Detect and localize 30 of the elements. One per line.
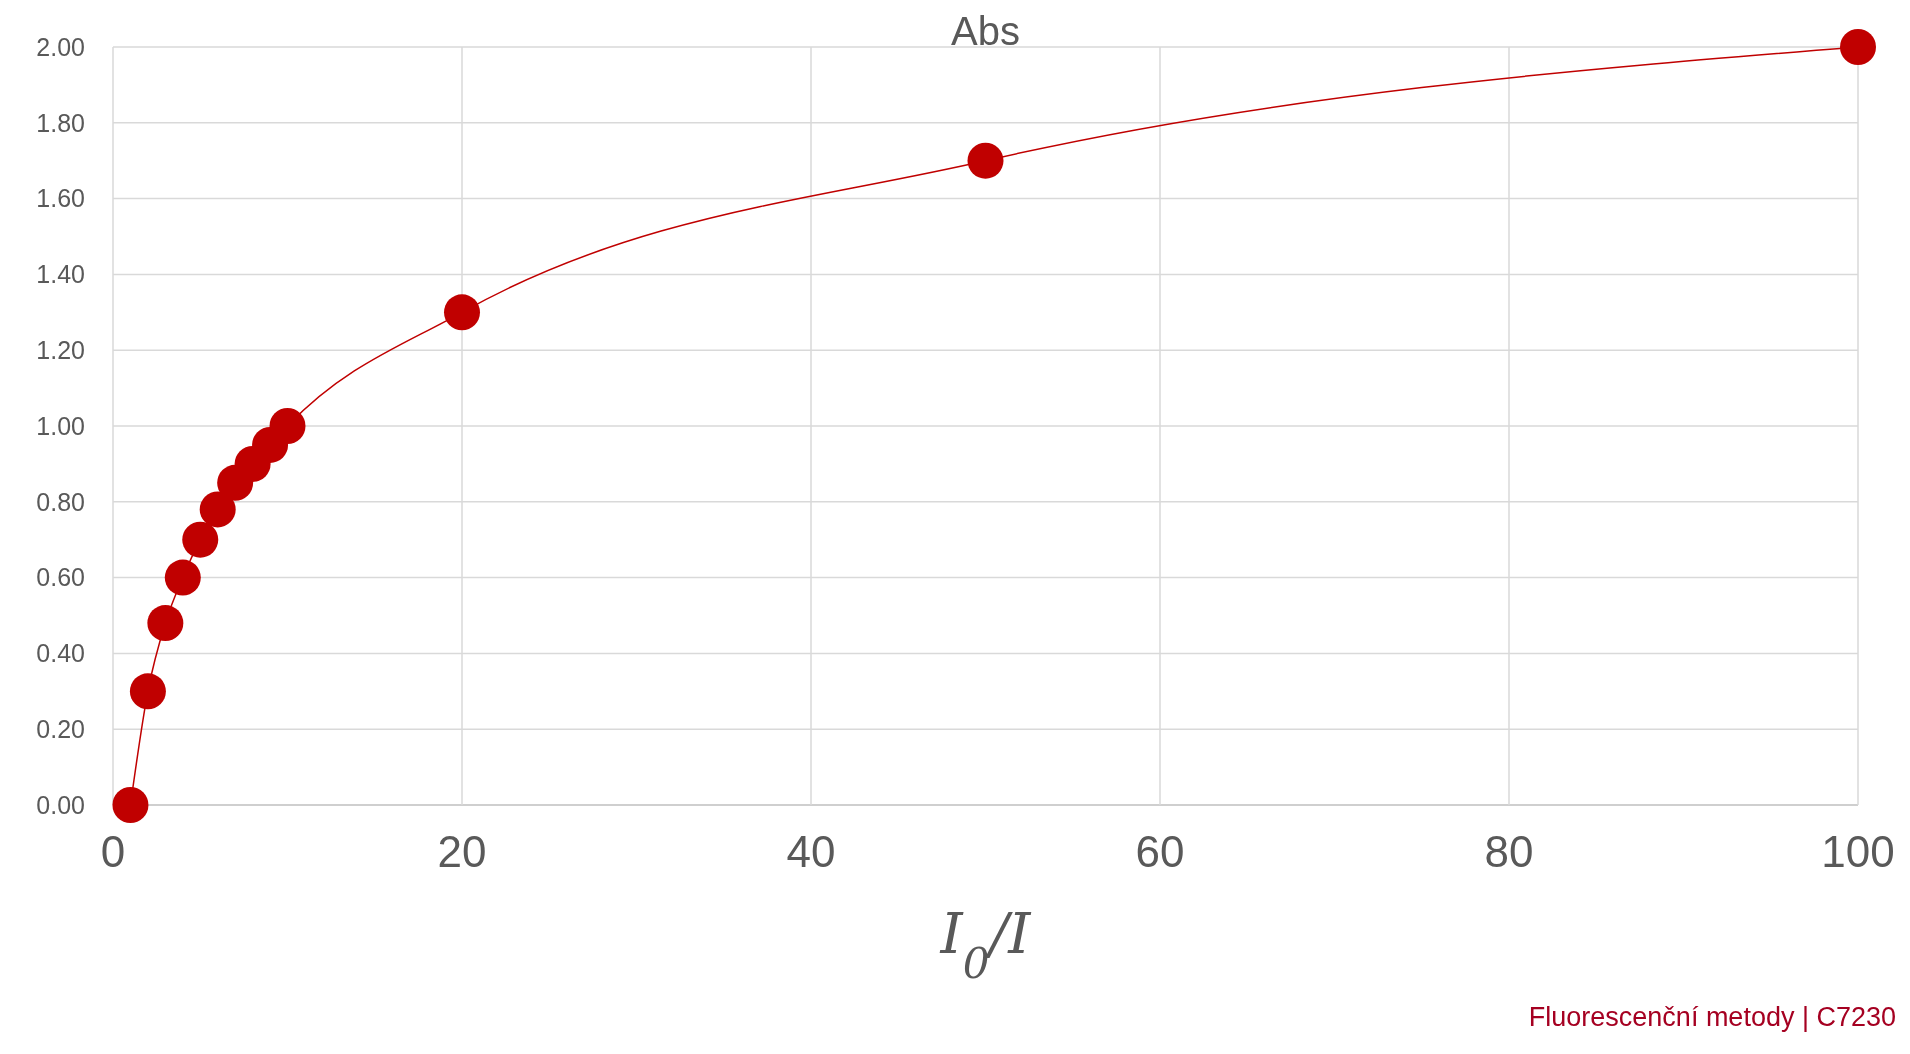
x-axis-title: I$_{0}$/I (939, 901, 1033, 988)
point (147, 605, 184, 642)
point (129, 673, 166, 710)
x-tick-label: 80 (1484, 827, 1534, 876)
point (269, 408, 306, 444)
y-tick-label: 0.00 (36, 790, 85, 819)
x-tick-label: 100 (1821, 827, 1895, 876)
y-tick-label: 1.80 (36, 108, 85, 137)
x-tick-label: 60 (1135, 827, 1185, 876)
x-tick-label: 20 (437, 827, 487, 876)
x-tick-label: 40 (786, 827, 836, 876)
y-tick-label: 0.80 (36, 487, 85, 516)
point (164, 559, 201, 596)
point (967, 142, 1004, 179)
y-tick-label: 1.40 (36, 260, 85, 289)
point (182, 521, 219, 558)
point (112, 787, 149, 823)
y-tick-label: 0.60 (36, 563, 85, 592)
y-tick-label: 1.60 (36, 184, 85, 213)
y-tick-label: 0.20 (36, 714, 85, 743)
y-tick-label: 2.00 (36, 32, 85, 61)
point (1840, 29, 1876, 65)
point (444, 294, 480, 331)
chart-title: Abs (951, 9, 1020, 53)
y-tick-label: 0.40 (36, 639, 85, 668)
text: Fluorescenční metody | C7230 (1528, 1002, 1896, 1032)
y-tick-label: 1.00 (36, 411, 85, 440)
point (199, 491, 236, 528)
y-tick-label: 1.20 (36, 335, 85, 364)
x-tick-label: 0 (100, 827, 126, 876)
